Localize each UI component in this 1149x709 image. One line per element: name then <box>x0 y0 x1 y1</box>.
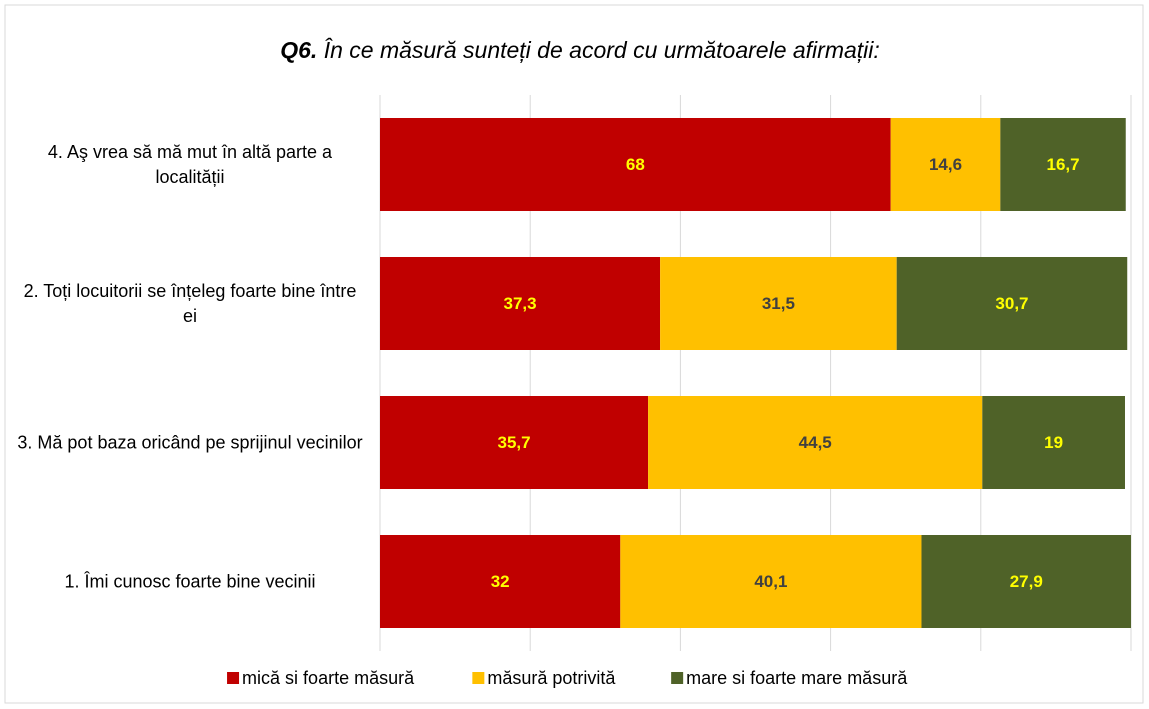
data-label: 30,7 <box>995 294 1028 313</box>
data-label: 40,1 <box>754 572 787 591</box>
bar-segment <box>380 118 891 211</box>
legend-swatch <box>472 672 485 684</box>
bar-segment <box>660 257 897 350</box>
data-label: 68 <box>626 155 645 174</box>
legend-label: mare si foarte mare măsură <box>686 668 908 688</box>
bar-segment <box>380 257 661 350</box>
category-label: 3. Mă pot baza oricând pe sprijinul veci… <box>17 432 363 452</box>
bar-segment <box>982 396 1125 489</box>
bar-segment <box>380 535 621 628</box>
data-label: 16,7 <box>1046 155 1079 174</box>
bar-segment <box>620 535 922 628</box>
bar-segment <box>380 396 649 489</box>
bar-segment <box>890 118 1001 211</box>
data-label: 32 <box>491 572 510 591</box>
data-label: 19 <box>1044 433 1063 452</box>
data-label: 44,5 <box>799 433 832 452</box>
legend-swatch <box>671 672 684 684</box>
data-label: 35,7 <box>498 433 531 452</box>
bar-segment <box>896 257 1128 350</box>
chart-title: Q6. În ce măsură sunteți de acord cu urm… <box>280 37 880 63</box>
category-label: 2. Toți locuitorii se înțeleg foarte bin… <box>23 280 357 326</box>
legend-label: mică si foarte măsură <box>242 668 415 688</box>
category-label: 4. Aş vrea să mă mut în altă parte a loc… <box>47 141 333 187</box>
bar-segment <box>921 535 1131 628</box>
bar-segment <box>1000 118 1126 211</box>
title-label: Q6. <box>280 37 317 63</box>
category-label: 1. Îmi cunosc foarte bine vecinii <box>64 571 316 591</box>
data-label: 27,9 <box>1010 572 1043 591</box>
data-label: 31,5 <box>762 294 795 313</box>
data-label: 37,3 <box>504 294 537 313</box>
data-label: 14,6 <box>929 155 962 174</box>
bar-segment <box>648 396 983 489</box>
legend-label: măsură potrivită <box>487 668 616 688</box>
legend-swatch <box>227 672 240 684</box>
title-text: În ce măsură sunteți de acord cu următoa… <box>324 37 880 63</box>
